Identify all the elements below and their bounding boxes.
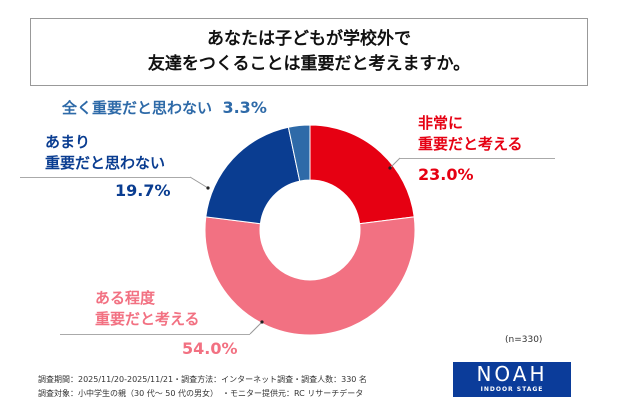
pct-very: 23.0%: [418, 165, 474, 184]
pct-not-very: 19.7%: [115, 181, 171, 200]
label-not-at-all-text: 全く重要だと思わない: [62, 99, 213, 117]
underline: [400, 158, 555, 159]
label-not-at-all: 全く重要だと思わない 3.3%: [62, 97, 267, 119]
underline: [20, 177, 190, 178]
leader-dot: [260, 320, 264, 324]
label-somewhat: ある程度重要だと考える: [95, 288, 200, 330]
slice-somewhat: [204, 216, 416, 336]
slice-not-very: [205, 126, 301, 225]
noah-logo: NOAH INDOOR STAGE: [453, 362, 571, 397]
label-very: 非常に重要だと考える: [418, 113, 523, 155]
slice-very: [309, 124, 415, 225]
title-line2: 友達をつくることは重要だと考えますか。: [147, 54, 471, 74]
chart-title: あなたは子どもが学校外で 友達をつくることは重要だと考えますか。: [30, 18, 588, 86]
pct-not-at-all: 3.3%: [222, 98, 267, 117]
sample-size: (n=330): [505, 335, 543, 345]
label-not-very: あまり重要だと思わない: [45, 132, 165, 174]
label-very-line2: 重要だと考える: [418, 135, 523, 153]
leader-line: [189, 176, 209, 189]
leader-dot: [388, 166, 392, 170]
slice-not-at-all: [287, 124, 311, 182]
leader-dot: [206, 186, 210, 190]
logo-sub-text: INDOOR STAGE: [480, 386, 544, 393]
label-somewhat-line1: ある程度: [95, 289, 156, 307]
footer-line2: 調査対象：小中学生の親（30 代～ 50 代の男女） ・モニター提供元：RC リ…: [38, 389, 364, 398]
pct-somewhat: 54.0%: [182, 339, 238, 358]
footer-line1: 調査期間：2025/11/20-2025/11/21・調査方法：インターネット調…: [38, 375, 367, 384]
title-line1: あなたは子どもが学校外で: [207, 29, 411, 49]
label-not-very-line2: 重要だと思わない: [45, 154, 166, 172]
logo-main-text: NOAH: [476, 362, 548, 386]
leader-line: [389, 157, 401, 169]
underline: [60, 334, 250, 335]
label-not-very-line1: あまり: [45, 133, 91, 151]
label-somewhat-line2: 重要だと考える: [95, 310, 200, 328]
leader-line: [249, 321, 263, 335]
label-very-line1: 非常に: [418, 114, 464, 132]
